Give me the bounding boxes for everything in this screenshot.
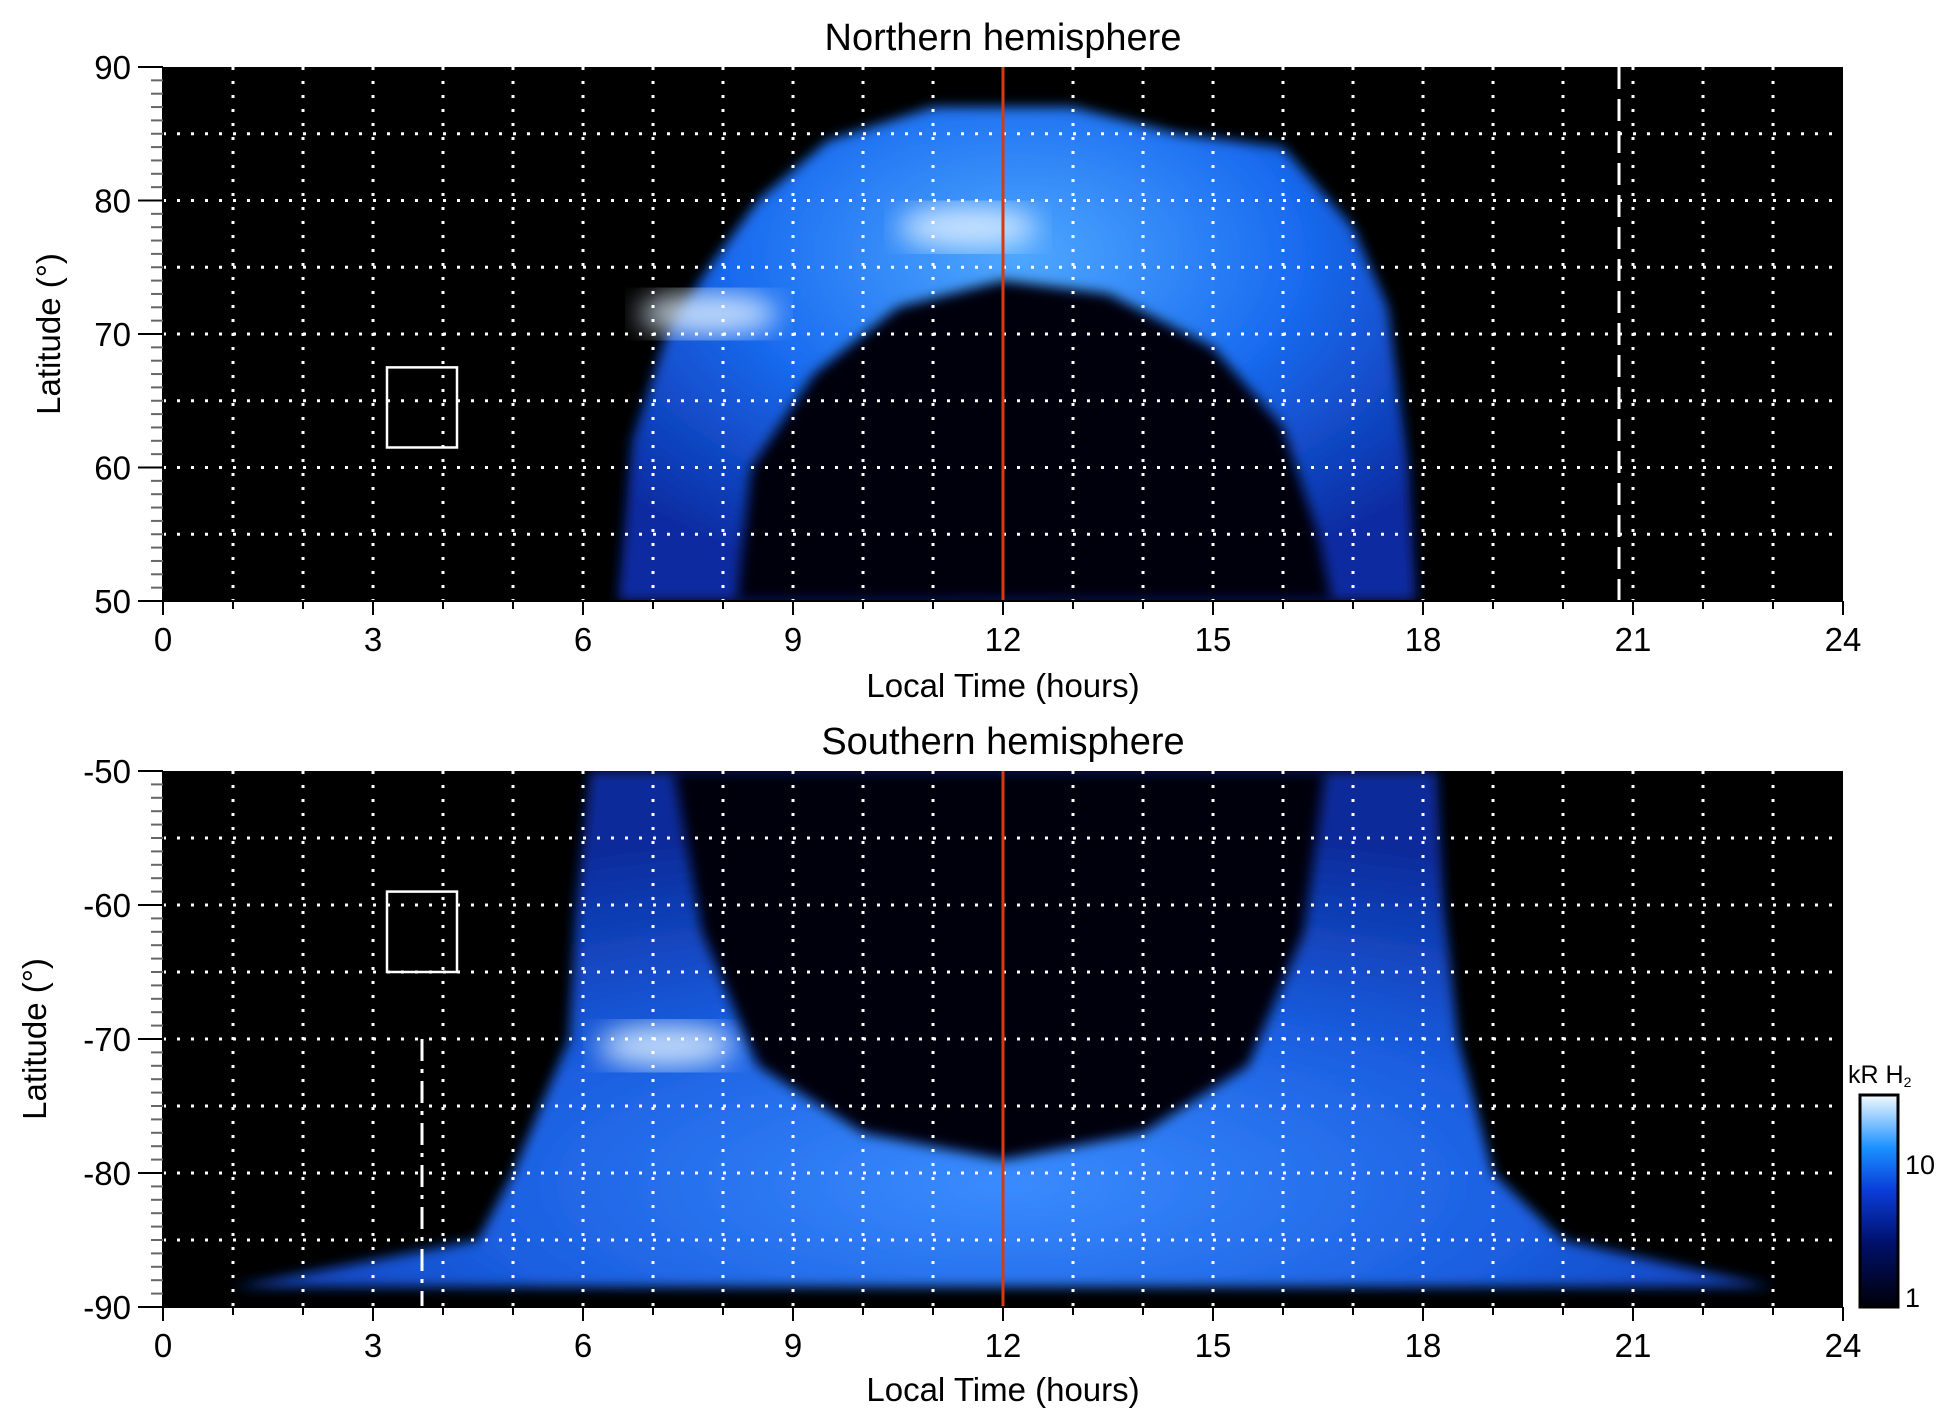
colorbar-tick-label: 10 [1905, 1150, 1935, 1180]
y-tick-label: 80 [94, 183, 131, 220]
y-tick-label: -80 [83, 1155, 131, 1192]
bright-emission-spot [898, 205, 1038, 250]
region-box [385, 890, 459, 974]
x-tick-label: 12 [985, 1327, 1022, 1364]
x-tick-label: 18 [1405, 1327, 1442, 1364]
x-tick-label: 3 [364, 621, 382, 658]
x-tick-label: 9 [784, 621, 802, 658]
x-tick-label: 12 [985, 621, 1022, 658]
y-tick-label: -60 [83, 887, 131, 924]
chart-title: Northern hemisphere [825, 17, 1182, 59]
y-axis-label: Latitude (°) [30, 253, 67, 415]
x-axis-label: Local Time (hours) [866, 667, 1139, 704]
y-axis-label: Latitude (°) [16, 958, 53, 1120]
y-tick-label: 70 [94, 316, 131, 353]
x-tick-label: 24 [1825, 621, 1862, 658]
y-tick-label: 60 [94, 450, 131, 487]
chart-title: Southern hemisphere [821, 721, 1184, 763]
polar-cap-dark-region [674, 771, 1325, 1160]
colorbar-gradient [1858, 1093, 1900, 1309]
x-tick-label: 3 [364, 1327, 382, 1364]
bright-emission-spot [597, 1023, 737, 1068]
bright-emission-spot [639, 291, 779, 336]
y-tick-label: 50 [94, 583, 131, 620]
southern-hemisphere-panel: Southern hemisphere 0 3 6 9 12 15 18 21 24 -50 -60… [16, 721, 1861, 1408]
y-tick-label: -90 [83, 1289, 131, 1326]
x-tick-label: 6 [574, 621, 592, 658]
northern-hemisphere-panel: Northern hemisphere 0 3 6 9 12 15 18 21 24 50 60 70… [30, 17, 1861, 704]
x-tick-label: 0 [154, 621, 172, 658]
x-tick-label: 6 [574, 1327, 592, 1364]
x-tick-label: 15 [1195, 621, 1232, 658]
colorbar-label: kR H2 [1848, 1061, 1912, 1090]
x-tick-label: 0 [154, 1327, 172, 1364]
x-tick-label: 9 [784, 1327, 802, 1364]
colorbar-tick-label: 1 [1905, 1283, 1920, 1313]
region-box [385, 366, 459, 449]
x-tick-label: 24 [1825, 1327, 1862, 1364]
x-tick-label: 21 [1615, 621, 1652, 658]
y-tick-label: -50 [83, 753, 131, 790]
y-tick-label: 90 [94, 49, 131, 86]
x-tick-label: 18 [1405, 621, 1442, 658]
polar-cap-dark-region [737, 280, 1332, 601]
x-tick-label: 21 [1615, 1327, 1652, 1364]
x-axis-label: Local Time (hours) [866, 1371, 1139, 1408]
x-tick-label: 15 [1195, 1327, 1232, 1364]
y-tick-label: -70 [83, 1021, 131, 1058]
colorbar: kR H2 10 1 [1848, 1061, 1935, 1313]
